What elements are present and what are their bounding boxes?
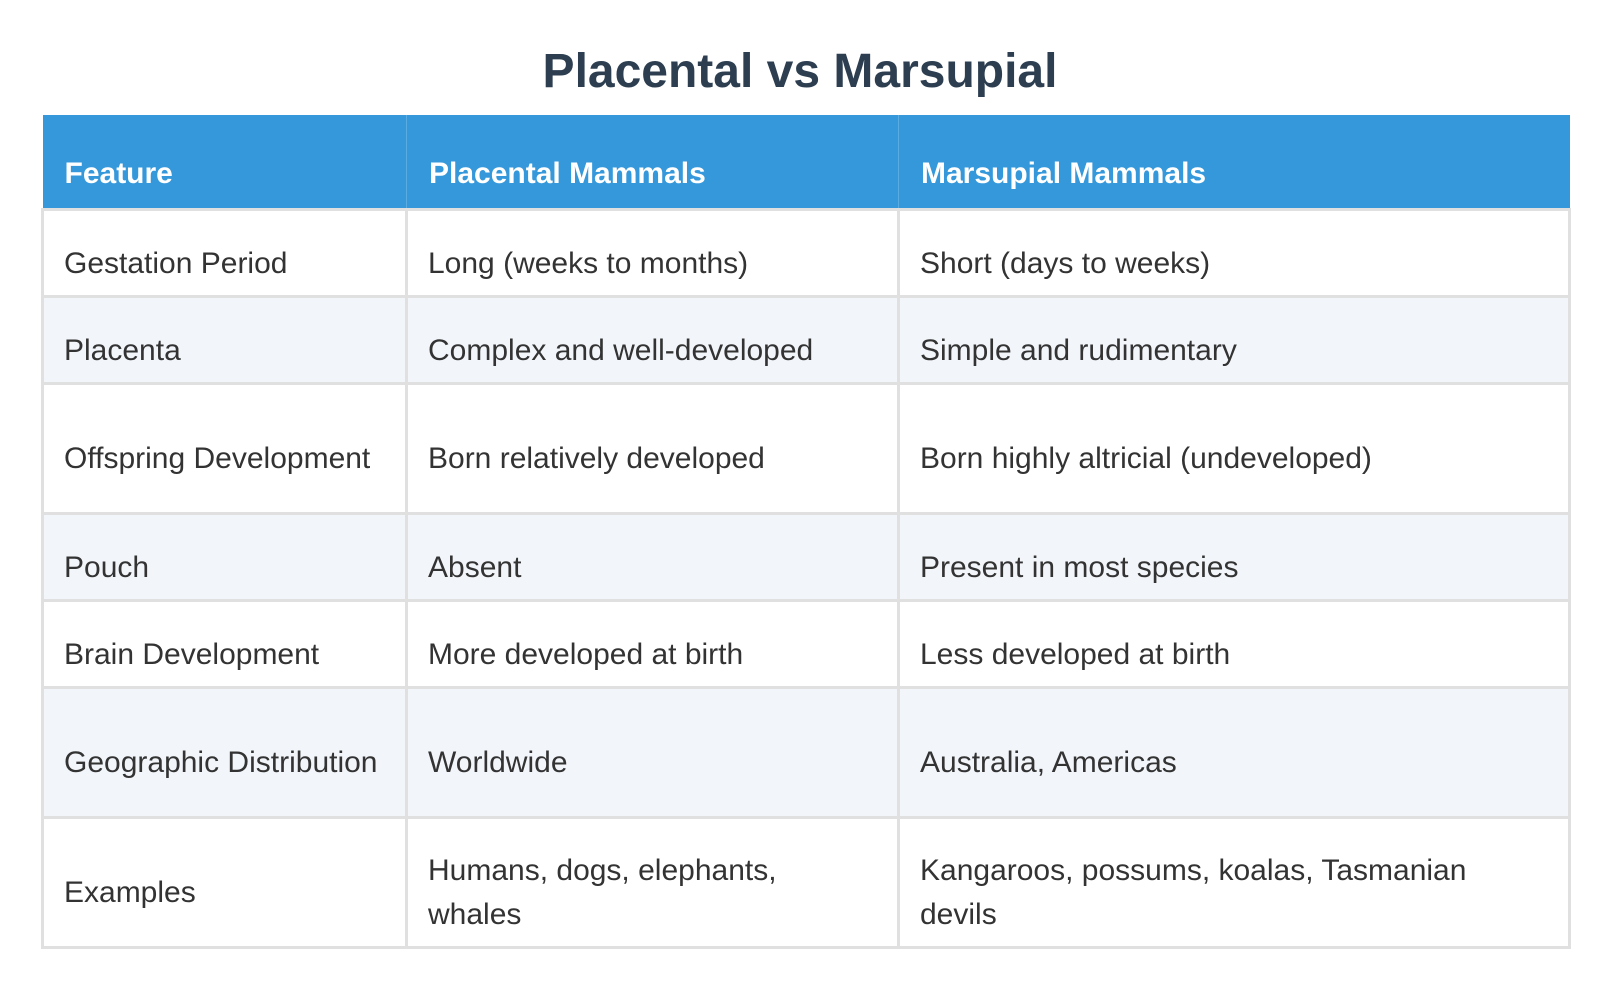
table-cell: Examples <box>41 815 408 949</box>
table-cell: Born highly altricial (undeveloped) <box>897 381 1571 515</box>
table-cell: Kangaroos, possums, koalas, Tasmanian de… <box>897 815 1571 949</box>
table-cell: Brain Development <box>41 598 408 689</box>
table-cell: Australia, Americas <box>897 685 1571 819</box>
chart-title: Placental vs Marsupial <box>542 45 1058 98</box>
comparison-table: Feature Placental Mammals Marsupial Mamm… <box>41 115 1571 949</box>
table-row: Pouch Absent Present in most species <box>41 511 1571 602</box>
table-cell: Born relatively developed <box>405 381 900 515</box>
table-cell: Less developed at birth <box>897 598 1571 689</box>
table-cell: Simple and rudimentary <box>897 294 1571 385</box>
table-row: Offspring Development Born relatively de… <box>41 381 1571 515</box>
table-row: Examples Humans, dogs, elephants, whales… <box>41 815 1571 949</box>
table-cell: Gestation Period <box>41 207 408 298</box>
table-cell: Long (weeks to months) <box>405 207 900 298</box>
table-row: Gestation Period Long (weeks to months) … <box>41 207 1571 298</box>
header-feature: Feature <box>42 115 407 209</box>
table-cell: Present in most species <box>897 511 1571 602</box>
table-cell: Worldwide <box>405 685 900 819</box>
table-cell: Placenta <box>41 294 408 385</box>
table-cell: Geographic Distribution <box>41 685 408 819</box>
table-cell: Pouch <box>41 511 408 602</box>
table-cell: Short (days to weeks) <box>897 207 1571 298</box>
table-cell: Absent <box>405 511 900 602</box>
table-cell: More developed at birth <box>405 598 900 689</box>
table-cell: Humans, dogs, elephants, whales <box>405 815 900 949</box>
table-row: Brain Development More developed at birt… <box>41 598 1571 689</box>
table-row: Placenta Complex and well-developed Simp… <box>41 294 1571 385</box>
header-placental: Placental Mammals <box>406 115 899 209</box>
table-cell: Complex and well-developed <box>405 294 900 385</box>
header-row: Feature Placental Mammals Marsupial Mamm… <box>42 115 1570 209</box>
table-cell: Offspring Development <box>41 381 408 515</box>
table-row: Geographic Distribution Worldwide Austra… <box>41 685 1571 819</box>
header-marsupial: Marsupial Mammals <box>898 115 1570 209</box>
